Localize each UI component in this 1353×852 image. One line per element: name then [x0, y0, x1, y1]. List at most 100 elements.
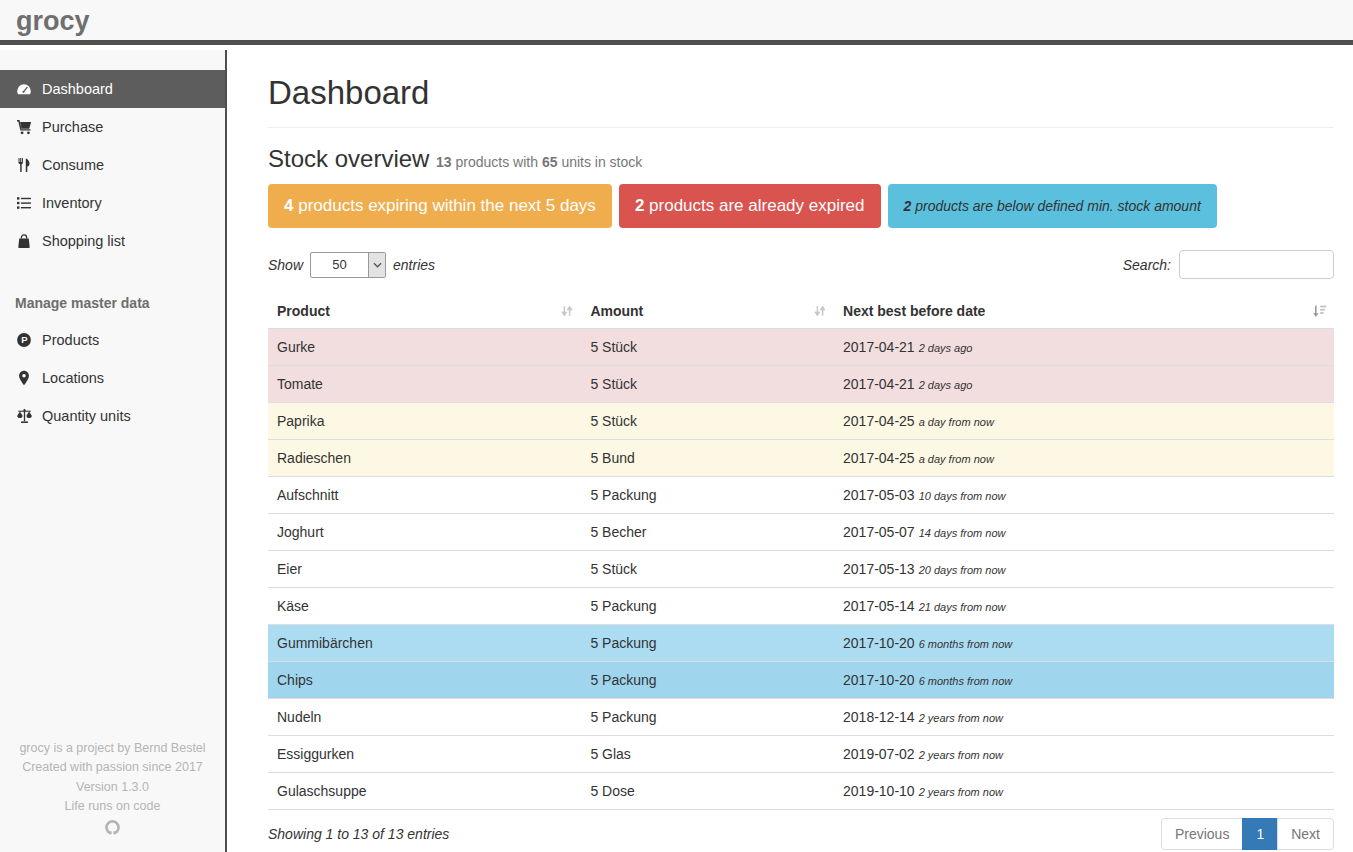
page-1-button[interactable]: 1 — [1242, 818, 1278, 850]
sort-both-icon — [813, 304, 827, 318]
svg-text:P: P — [21, 334, 28, 345]
sidebar-item-shopping-list[interactable]: Shopping list — [0, 222, 225, 260]
sort-both-icon — [560, 304, 574, 318]
footer-line: Life runs on code — [0, 797, 225, 817]
sidebar-item-dashboard[interactable]: Dashboard — [0, 70, 225, 108]
divider — [268, 127, 1334, 128]
relative-time: 2 days ago — [919, 379, 973, 391]
cutlery-icon — [15, 157, 33, 173]
product-cell: Eier — [268, 551, 581, 588]
search-input[interactable] — [1179, 250, 1334, 279]
show-label: Show — [268, 257, 303, 273]
amount-cell: 5 Stück — [581, 366, 834, 403]
amount-cell: 5 Packung — [581, 588, 834, 625]
sort-amount-icon — [1312, 304, 1327, 318]
amount-cell: 5 Packung — [581, 625, 834, 662]
column-header-product[interactable]: Product — [268, 293, 581, 329]
table-row: Paprika 5 Stück 2017-04-25a day from now — [268, 403, 1334, 440]
amount-cell: 5 Packung — [581, 662, 834, 699]
date-cell: 2017-10-206 months from now — [834, 625, 1334, 662]
search-control: Search: — [1123, 250, 1334, 279]
table-row: Käse 5 Packung 2017-05-1421 days from no… — [268, 588, 1334, 625]
amount-cell: 5 Becher — [581, 514, 834, 551]
amount-cell: 5 Stück — [581, 403, 834, 440]
date-cell: 2017-05-1320 days from now — [834, 551, 1334, 588]
sidebar-item-label: Quantity units — [42, 408, 131, 424]
table-info: Showing 1 to 13 of 13 entries — [268, 826, 449, 842]
top-navbar: grocy — [0, 0, 1353, 45]
date-cell: 2019-07-022 years from now — [834, 736, 1334, 773]
amount-cell: 5 Stück — [581, 551, 834, 588]
table-header-row: Product Amount — [268, 293, 1334, 329]
sidebar-item-label: Purchase — [42, 119, 103, 135]
sidebar-section-header: Manage master data — [0, 285, 225, 321]
sidebar-item-consume[interactable]: Consume — [0, 146, 225, 184]
date-cell: 2017-04-212 days ago — [834, 329, 1334, 366]
product-hunt-icon: P — [15, 332, 33, 348]
amount-cell: 5 Bund — [581, 440, 834, 477]
chevron-down-icon — [368, 253, 385, 277]
github-icon[interactable] — [0, 819, 225, 843]
main-content: Dashboard Stock overview 13 products wit… — [229, 0, 1353, 850]
date-cell: 2017-10-206 months from now — [834, 662, 1334, 699]
product-cell: Käse — [268, 588, 581, 625]
table-row: Joghurt 5 Becher 2017-05-0714 days from … — [268, 514, 1334, 551]
table-row: Chips 5 Packung 2017-10-206 months from … — [268, 662, 1334, 699]
sidebar-item-label: Consume — [42, 157, 104, 173]
sidebar-item-purchase[interactable]: Purchase — [0, 108, 225, 146]
footer-line: grocy is a project by Bernd Bestel — [0, 739, 225, 759]
status-badges: 4 products expiring within the next 5 da… — [268, 184, 1334, 228]
list-icon — [15, 195, 33, 211]
sidebar-item-label: Shopping list — [42, 233, 125, 249]
amount-cell: 5 Dose — [581, 773, 834, 810]
column-header-best-before-date[interactable]: Next best before date — [834, 293, 1334, 329]
sidebar-item-inventory[interactable]: Inventory — [0, 184, 225, 222]
table-row: Aufschnitt 5 Packung 2017-05-0310 days f… — [268, 477, 1334, 514]
below-min-stock-badge[interactable]: 2 products are below defined min. stock … — [888, 184, 1217, 228]
page-size-select[interactable]: 50 — [310, 252, 386, 278]
product-cell: Tomate — [268, 366, 581, 403]
sidebar-item-products[interactable]: P Products — [0, 321, 225, 359]
date-cell: 2017-05-0310 days from now — [834, 477, 1334, 514]
relative-time: a day from now — [919, 416, 994, 428]
sidebar-nav: Dashboard Purchase Consume — [0, 50, 225, 435]
date-cell: 2018-12-142 years from now — [834, 699, 1334, 736]
sidebar-item-locations[interactable]: Locations — [0, 359, 225, 397]
relative-time: 2 years from now — [919, 786, 1003, 798]
entries-label: entries — [393, 257, 435, 273]
amount-cell: 5 Packung — [581, 477, 834, 514]
date-cell: 2017-05-0714 days from now — [834, 514, 1334, 551]
sidebar-item-label: Inventory — [42, 195, 102, 211]
relative-time: 2 years from now — [919, 749, 1003, 761]
table-row: Essiggurken 5 Glas 2019-07-022 years fro… — [268, 736, 1334, 773]
relative-time: 6 months from now — [919, 675, 1013, 687]
product-cell: Paprika — [268, 403, 581, 440]
stock-overview-title: Stock overview — [268, 145, 429, 172]
product-cell: Radieschen — [268, 440, 581, 477]
expiring-badge[interactable]: 4 products expiring within the next 5 da… — [268, 184, 612, 228]
sidebar-item-quantity-units[interactable]: Quantity units — [0, 397, 225, 435]
table-row: Radieschen 5 Bund 2017-04-25a day from n… — [268, 440, 1334, 477]
date-cell: 2017-04-212 days ago — [834, 366, 1334, 403]
table-controls: Show 50 entries Search: — [268, 250, 1334, 279]
date-cell: 2017-04-25a day from now — [834, 440, 1334, 477]
amount-cell: 5 Glas — [581, 736, 834, 773]
table-row: Gulaschsuppe 5 Dose 2019-10-102 years fr… — [268, 773, 1334, 810]
page-length-control: Show 50 entries — [268, 252, 435, 278]
brand-logo[interactable]: grocy — [0, 0, 106, 43]
stock-overview-heading: Stock overview 13 products with 65 units… — [268, 146, 1334, 172]
relative-time: 14 days from now — [919, 527, 1006, 539]
balance-scale-icon — [15, 408, 33, 424]
amount-cell: 5 Stück — [581, 329, 834, 366]
sidebar-item-label: Products — [42, 332, 99, 348]
table-row: Tomate 5 Stück 2017-04-212 days ago — [268, 366, 1334, 403]
table-row: Gummibärchen 5 Packung 2017-10-206 month… — [268, 625, 1334, 662]
product-cell: Joghurt — [268, 514, 581, 551]
column-header-amount[interactable]: Amount — [581, 293, 834, 329]
shopping-bag-icon — [15, 233, 33, 249]
tachometer-icon — [15, 81, 33, 97]
expired-badge[interactable]: 2 products are already expired — [619, 184, 881, 228]
sidebar: Dashboard Purchase Consume — [0, 50, 227, 852]
next-page-button[interactable]: Next — [1277, 818, 1334, 850]
previous-page-button[interactable]: Previous — [1161, 818, 1243, 850]
